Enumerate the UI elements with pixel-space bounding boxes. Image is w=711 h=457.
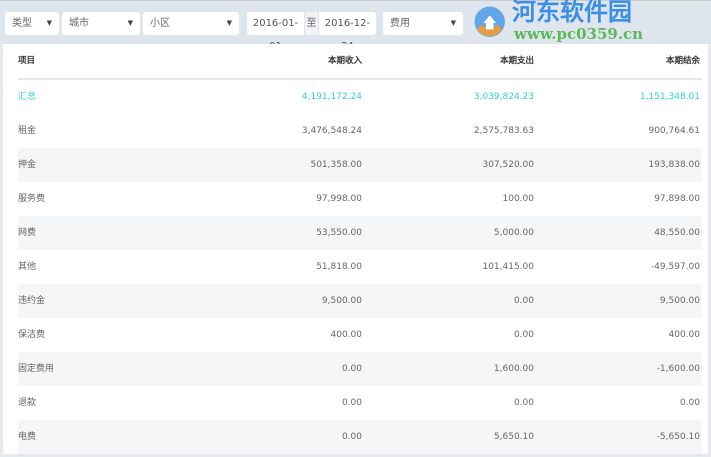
total-income: 4,191,172.24 [301, 92, 362, 102]
row-item: 保洁费 [18, 330, 46, 340]
row-balance: 400.00 [668, 330, 701, 340]
row-expense: 101,415.00 [482, 262, 534, 272]
total-balance: 1,151,348.01 [639, 92, 700, 102]
chevron-down-icon: ▼ [46, 19, 52, 27]
row-expense: 2,575,783.63 [473, 126, 534, 136]
filter-toolbar: 类型 ▼ 城市 ▼ 小区 ▼ 2016-01-01 至 2016-12-24 费… [0, 0, 711, 52]
table-header: 项目 本期收入 本期支出 本期结余 [18, 44, 702, 80]
row-item: 退款 [18, 398, 37, 408]
row-item: 电费 [18, 432, 37, 442]
row-income: 501,358.00 [310, 160, 362, 170]
header-income[interactable]: 本期收入 [327, 56, 362, 66]
table-row: 退款 0.00 0.00 0.00 [18, 386, 702, 420]
date-end-input[interactable]: 2016-12-24 [324, 18, 371, 52]
row-income: 0.00 [341, 398, 362, 408]
row-expense: 0.00 [513, 398, 534, 408]
row-expense: 5,650.10 [493, 432, 534, 442]
category-select[interactable]: 费用 ▼ [383, 12, 463, 35]
table-row: 服务费 97,998.00 100.00 97,898.00 [18, 182, 702, 216]
row-balance: 193,838.00 [648, 160, 700, 170]
total-row: 汇总 4,191,172.24 3,039,824.23 1,151,348.0… [18, 80, 702, 114]
table-row: 网费 53,550.00 5,000.00 48,550.00 [18, 216, 702, 250]
date-range: 2016-01-01 至 2016-12-24 [247, 12, 376, 52]
chevron-down-icon: ▼ [127, 19, 133, 27]
row-item: 其他 [18, 262, 37, 272]
header-item[interactable]: 项目 [18, 56, 36, 66]
row-item: 固定费用 [18, 364, 55, 374]
row-expense: 0.00 [513, 330, 534, 340]
row-item: 押金 [18, 160, 37, 170]
row-expense: 0.00 [513, 296, 534, 306]
row-income: 51,818.00 [316, 262, 362, 272]
row-item: 服务费 [18, 194, 46, 204]
table-row: 保洁费 400.00 0.00 400.00 [18, 318, 702, 352]
city-select-value: 城市 [69, 18, 89, 29]
row-income: 3,476,548.24 [301, 126, 362, 136]
row-income: 400.00 [330, 330, 363, 340]
row-income: 9,500.00 [321, 296, 362, 306]
header-balance[interactable]: 本期结余 [665, 56, 700, 66]
row-income: 53,550.00 [316, 228, 362, 238]
header-expense[interactable]: 本期支出 [499, 56, 534, 66]
row-balance: 48,550.00 [654, 228, 700, 238]
row-balance: -5,650.10 [656, 432, 700, 442]
row-balance: -1,600.00 [656, 364, 700, 374]
city-select[interactable]: 城市 ▼ [62, 12, 140, 35]
total-expense: 3,039,824.23 [473, 92, 534, 102]
row-item: 网费 [18, 228, 37, 238]
row-expense: 1,600.00 [493, 364, 534, 374]
row-expense: 307,520.00 [482, 160, 534, 170]
row-income: 0.00 [341, 432, 362, 442]
chevron-down-icon: ▼ [450, 19, 456, 27]
community-select-value: 小区 [150, 18, 170, 29]
total-label: 汇总 [18, 92, 37, 102]
table-row: 其他 51,818.00 101,415.00 -49,597.00 [18, 250, 702, 284]
date-start-input[interactable]: 2016-01-01 [252, 18, 299, 52]
community-select[interactable]: 小区 ▼ [143, 12, 239, 35]
row-balance: 97,898.00 [654, 194, 700, 204]
category-select-value: 费用 [390, 18, 410, 29]
row-income: 97,998.00 [316, 194, 362, 204]
row-income: 0.00 [341, 364, 362, 374]
row-expense: 5,000.00 [493, 228, 534, 238]
date-separator: 至 [304, 12, 319, 35]
row-expense: 100.00 [502, 194, 535, 204]
chevron-down-icon: ▼ [226, 19, 232, 27]
table-row: 违约金 9,500.00 0.00 9,500.00 [18, 284, 702, 318]
row-item: 违约金 [18, 296, 46, 306]
table-row: 租金 3,476,548.24 2,575,783.63 900,764.61 [18, 114, 702, 148]
table-row: 固定费用 0.00 1,600.00 -1,600.00 [18, 352, 702, 386]
row-balance: 0.00 [679, 398, 700, 408]
type-select-value: 类型 [12, 18, 32, 29]
table-row: 押金 501,358.00 307,520.00 193,838.00 [18, 148, 702, 182]
row-balance: 9,500.00 [659, 296, 700, 306]
row-item: 租金 [18, 126, 37, 136]
table-row: 电费 0.00 5,650.10 -5,650.10 [18, 420, 702, 454]
row-balance: -49,597.00 [650, 262, 700, 272]
type-select[interactable]: 类型 ▼ [5, 12, 59, 35]
row-balance: 900,764.61 [648, 126, 700, 136]
report-table: 项目 本期收入 本期支出 本期结余 汇总 4,191,172.24 3,039,… [3, 44, 708, 454]
